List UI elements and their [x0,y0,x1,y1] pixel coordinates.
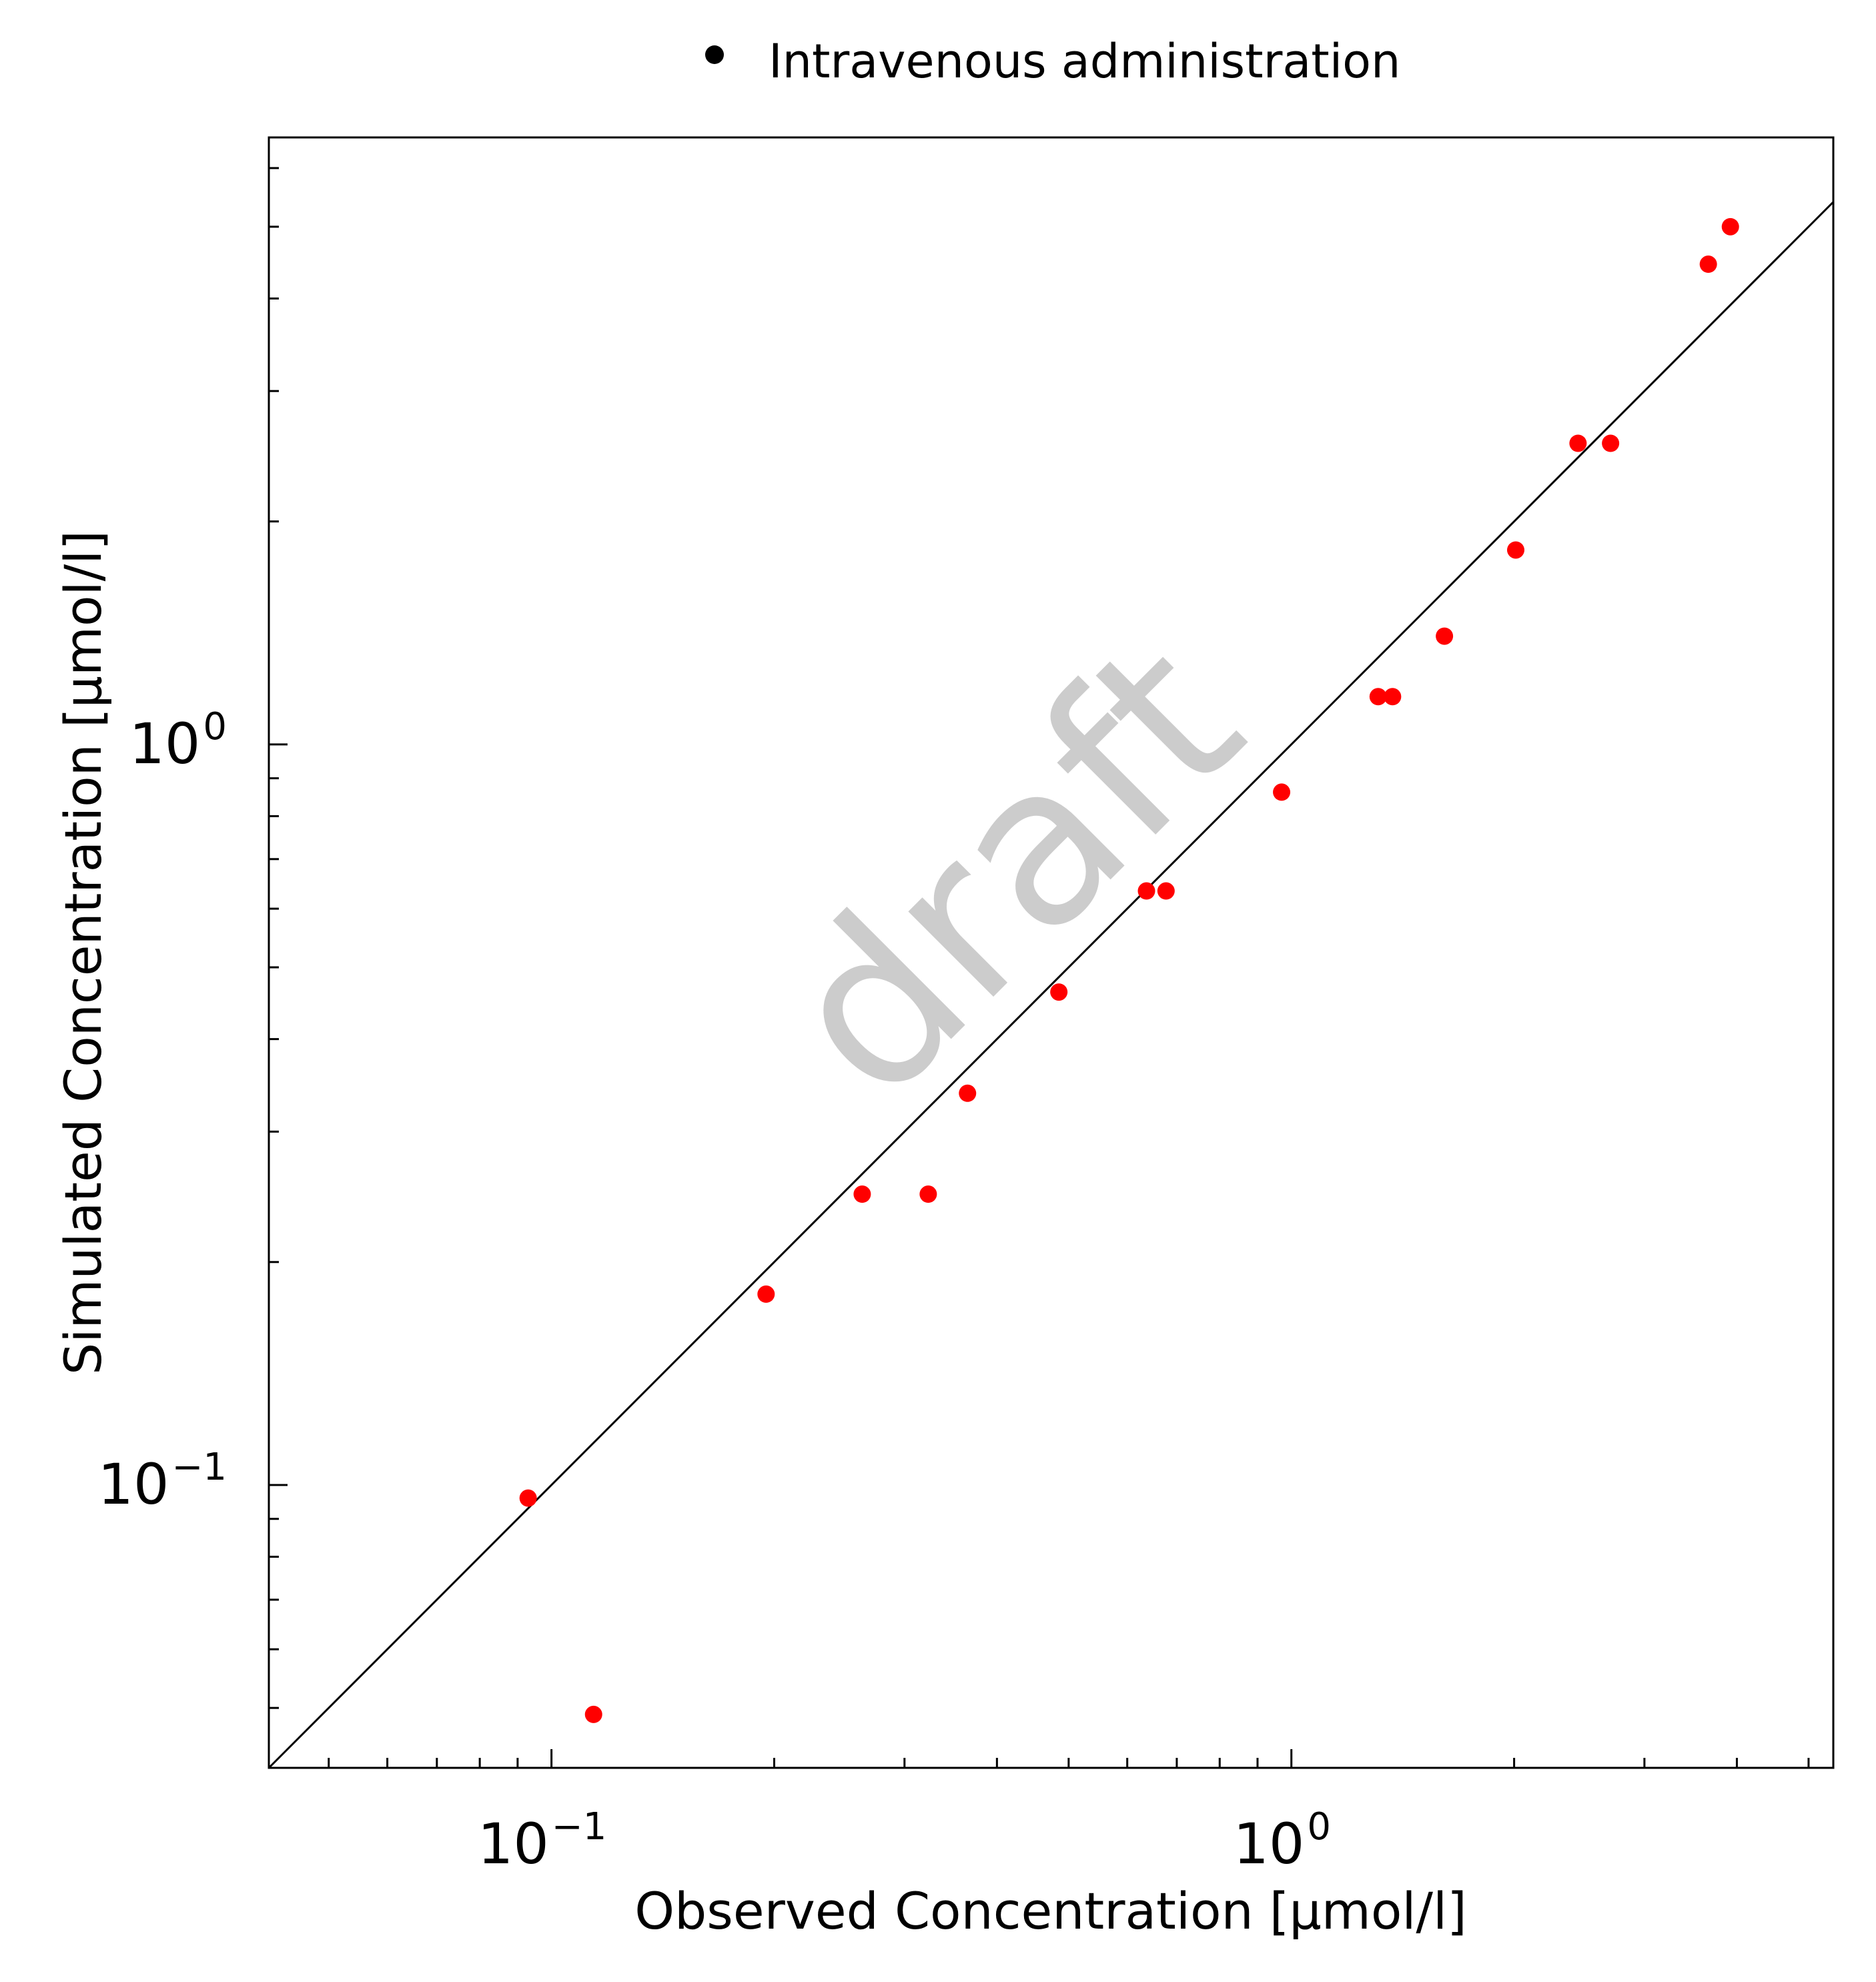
data-point [919,1185,937,1203]
data-point [1569,434,1587,452]
y-tick-label: 100 [129,705,227,777]
data-point [1506,541,1524,559]
data-point [1273,783,1291,801]
plot-area [268,136,1835,1769]
y-axis-label: Simulated Concentration [µmol/l] [53,530,113,1375]
legend-marker [705,45,724,64]
data-point [1436,627,1454,645]
y-tick-label: 10−1 [98,1446,227,1517]
data-point [1384,688,1402,706]
x-axis-label: Observed Concentration [µmol/l] [634,1881,1467,1941]
data-point [853,1185,871,1203]
data-point [1137,882,1155,900]
legend-label: Intravenous administration [769,34,1400,89]
data-point [757,1285,775,1303]
draft-watermark: draft [736,594,1288,1146]
x-tick-label: 10−1 [478,1805,606,1877]
data-point [1157,882,1175,900]
minor-ticks [269,167,1810,1768]
identity-line [268,201,1835,1769]
data-point [1721,217,1739,235]
data-point [1050,983,1068,1001]
legend: Intravenous administration [705,34,1400,89]
major-ticks [269,743,1293,1768]
data-point [1369,688,1387,706]
data-points [519,217,1739,1723]
data-point [1699,256,1717,274]
data-point [519,1489,537,1507]
data-point [1602,434,1620,452]
x-tick-label: 100 [1233,1805,1331,1877]
data-point [959,1084,977,1102]
data-point [584,1705,602,1723]
